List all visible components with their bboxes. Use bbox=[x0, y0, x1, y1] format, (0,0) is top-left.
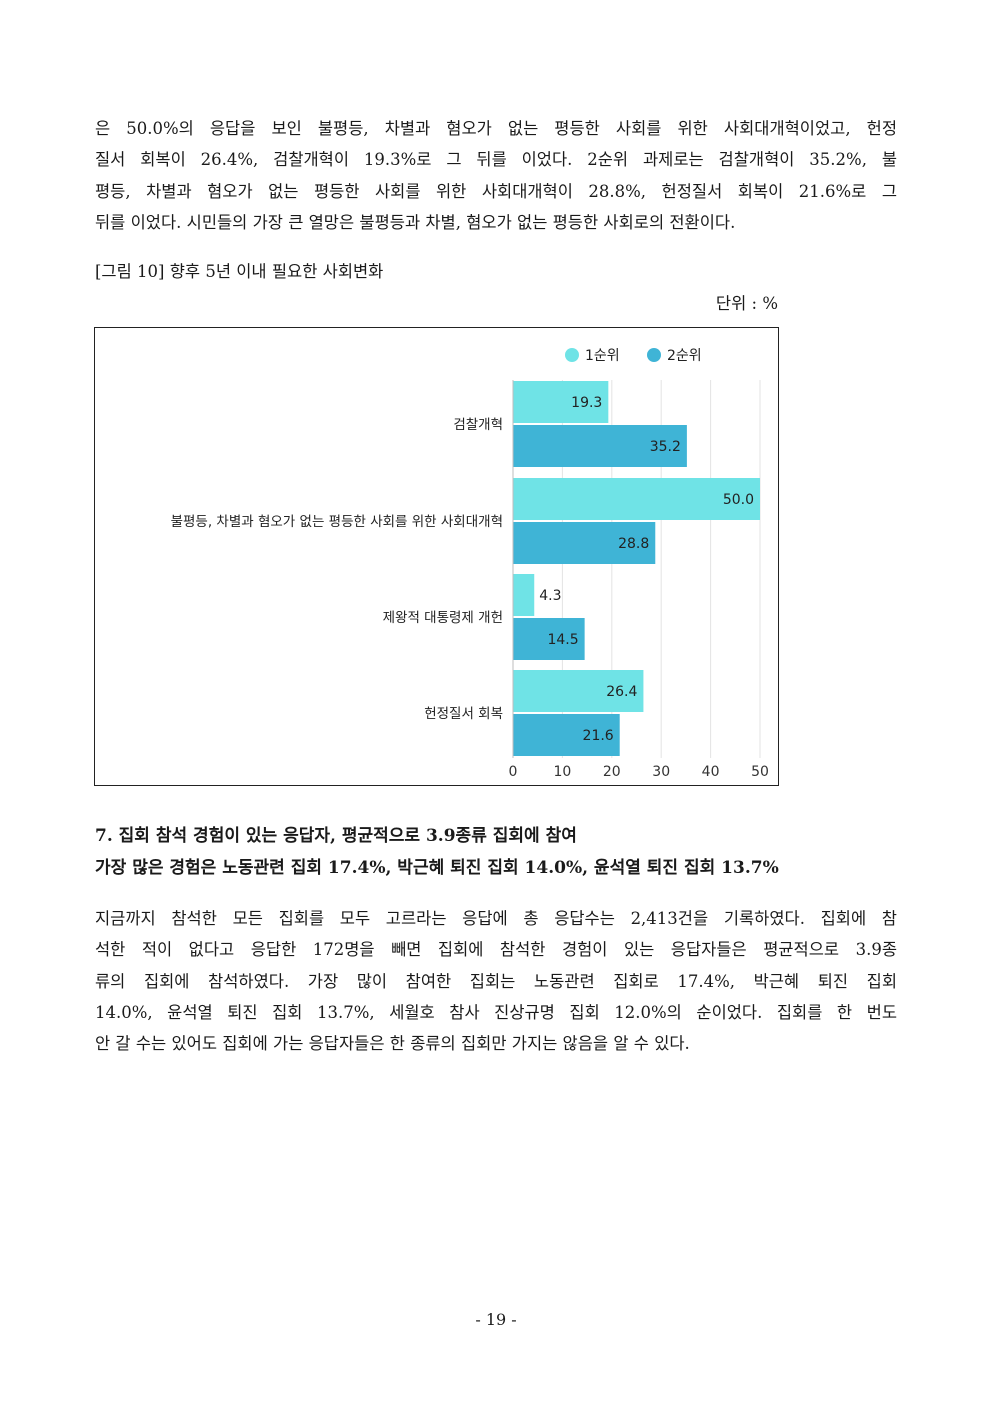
legend-marker bbox=[647, 348, 661, 362]
category-label: 검찰개혁 bbox=[453, 417, 503, 433]
bar bbox=[513, 425, 687, 467]
intro-paragraph: 은 50.0%의 응답을 보인 불평등, 차별과 혐오가 없는 평등한 사회를 … bbox=[95, 113, 897, 238]
data-label: 35.2 bbox=[650, 439, 681, 455]
figure-caption: [그림 10] 향후 5년 이내 필요한 사회변화 bbox=[95, 262, 384, 281]
bar bbox=[513, 714, 620, 756]
data-label: 26.4 bbox=[606, 684, 637, 700]
page-number: - 19 - bbox=[475, 1310, 517, 1329]
x-tick-label: 10 bbox=[553, 764, 571, 780]
data-label: 4.3 bbox=[539, 588, 561, 604]
data-label: 50.0 bbox=[723, 492, 754, 508]
bar bbox=[513, 522, 656, 564]
data-label: 28.8 bbox=[618, 536, 649, 552]
bar bbox=[513, 574, 535, 616]
data-label: 14.5 bbox=[547, 632, 578, 648]
category-label: 제왕적 대통령제 개헌 bbox=[383, 610, 503, 626]
legend-marker bbox=[565, 348, 579, 362]
category-label: 헌정질서 회복 bbox=[424, 706, 503, 722]
bar bbox=[513, 478, 760, 520]
data-label: 19.3 bbox=[571, 395, 602, 411]
unit-label: 단위 : % bbox=[715, 294, 778, 313]
paragraph-line: 은 50.0%의 응답을 보인 불평등, 차별과 혐오가 없는 평등한 사회를 … bbox=[95, 119, 897, 138]
chart-svg: 0 10 20 30 40 50 19.3 35.2 검찰개혁 50.0 28.8 불평등, 차별과 … bbox=[171, 348, 769, 780]
bar bbox=[513, 618, 585, 660]
data-label: 21.6 bbox=[583, 728, 614, 744]
legend-label: 1순위 bbox=[585, 348, 620, 364]
paragraph-line: 안 갈 수는 있어도 집회에 가는 응답자들은 한 종류의 집회만 가지는 않음… bbox=[95, 1034, 690, 1054]
legend-label: 2순위 bbox=[667, 348, 702, 364]
rally-paragraph: 지금까지 참석한 모든 집회를 모두 고르라는 응답에 총 응답수는 2,413… bbox=[95, 903, 897, 1059]
paragraph-line: 석한 적이 없다고 응답한 172명을 빼면 집회에 참석한 경험이 있는 응답… bbox=[95, 940, 897, 960]
paragraph-line: 질서 회복이 26.4%, 검찰개혁이 19.3%로 그 뒤를 이었다. 2순위… bbox=[95, 150, 897, 170]
section-heading: 7. 집회 참석 경험이 있는 응답자, 평균적으로 3.9종류 집회에 참여 … bbox=[95, 820, 779, 884]
category-label: 불평등, 차별과 혐오가 없는 평등한 사회를 위한 사회대개혁 bbox=[171, 514, 503, 530]
bar bbox=[513, 670, 644, 712]
paragraph-line: 지금까지 참석한 모든 집회를 모두 고르라는 응답에 총 응답수는 2,413… bbox=[95, 909, 897, 928]
bar-chart: 0 10 20 30 40 50 19.3 35.2 검찰개혁 50.0 28.8 불평등, 차별과 … bbox=[94, 327, 779, 786]
x-tick-label: 20 bbox=[603, 764, 621, 780]
bar bbox=[513, 381, 609, 423]
x-tick-label: 30 bbox=[652, 764, 670, 780]
paragraph-line: 류의 집회에 참석하였다. 가장 많이 참여한 집회는 노동관련 집회로 17.… bbox=[95, 971, 897, 991]
paragraph-line: 뒤를 이었다. 시민들의 가장 큰 열망은 불평등과 차별, 혐오가 없는 평등… bbox=[95, 212, 736, 232]
x-tick-label: 0 bbox=[509, 764, 518, 780]
paragraph-line: 평등, 차별과 혐오가 없는 평등한 사회를 위한 사회대개혁이 28.8%, … bbox=[95, 181, 897, 201]
paragraph-line: 14.0%, 윤석열 퇴진 집회 13.7%, 세월호 참사 진상규명 집회 1… bbox=[95, 1002, 897, 1022]
section-heading-line: 가장 많은 경험은 노동관련 집회 17.4%, 박근혜 퇴진 집회 14.0%… bbox=[95, 858, 779, 878]
section-heading-line: 7. 집회 참석 경험이 있는 응답자, 평균적으로 3.9종류 집회에 참여 bbox=[95, 826, 577, 846]
x-tick-label: 50 bbox=[751, 764, 769, 780]
x-tick-label: 40 bbox=[702, 764, 720, 780]
